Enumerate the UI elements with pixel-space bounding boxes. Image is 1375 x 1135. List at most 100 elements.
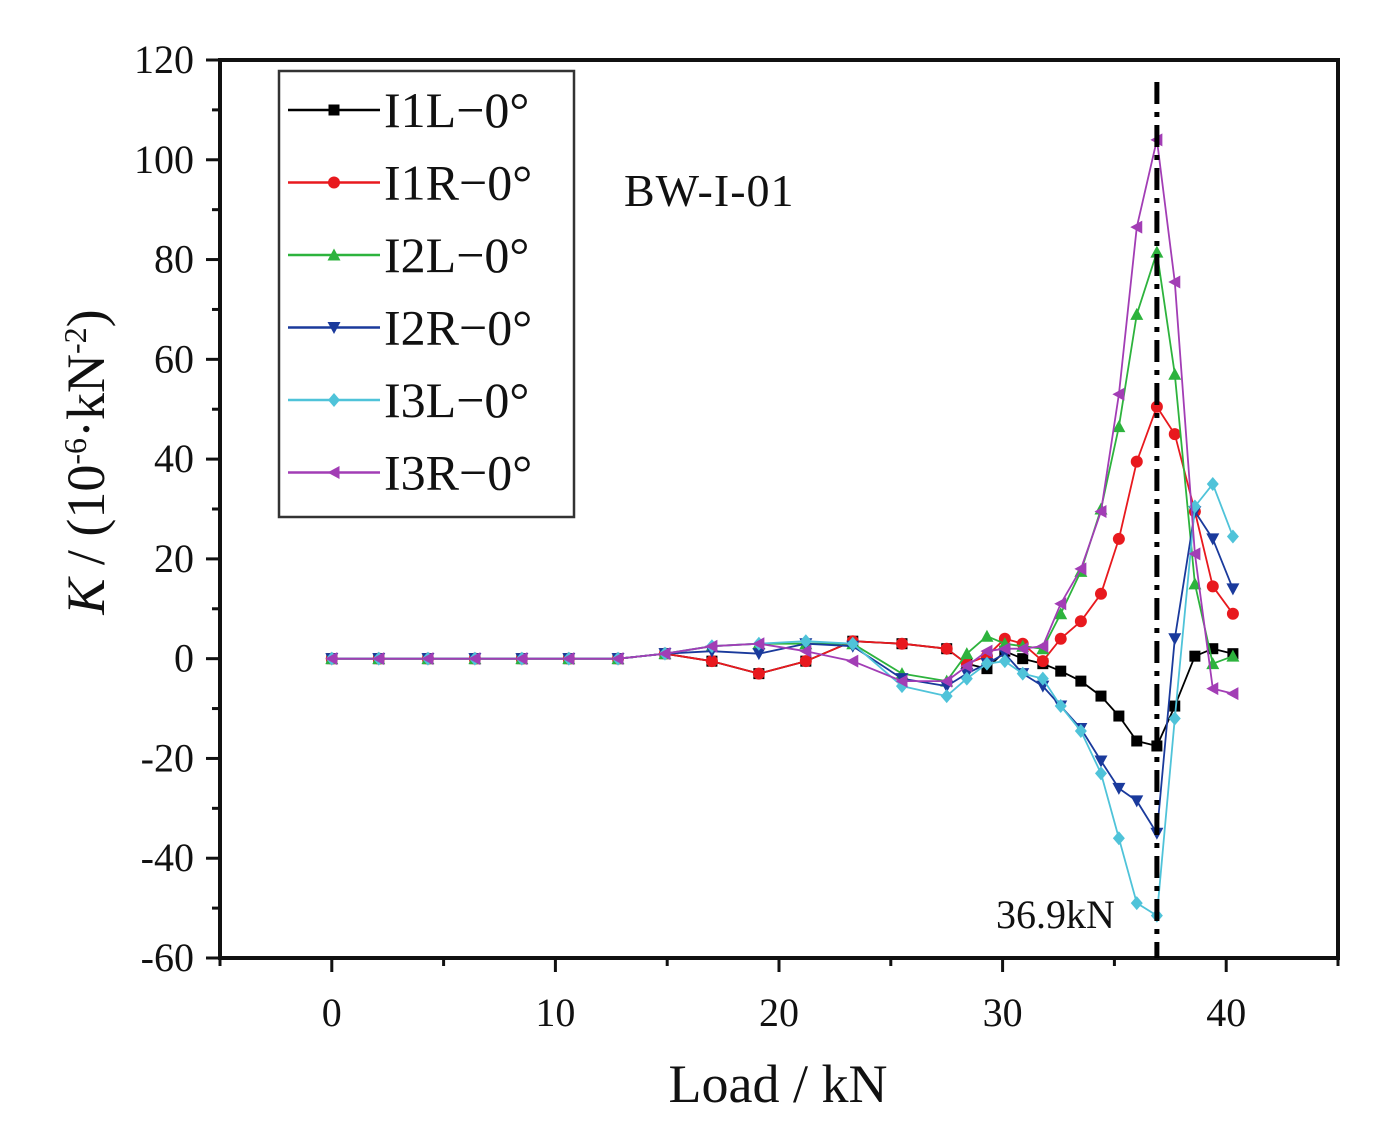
data-point [1094, 755, 1108, 768]
data-point [895, 637, 908, 650]
y-axis-exp2: -2 [57, 327, 93, 354]
x-tick-label: 20 [759, 990, 799, 1035]
legend-marker [327, 248, 341, 261]
data-point [1130, 795, 1144, 808]
data-point [1130, 896, 1143, 911]
data-point [752, 648, 766, 661]
data-point [752, 667, 765, 680]
data-point [799, 644, 812, 658]
data-point [1130, 307, 1144, 320]
data-point [980, 644, 993, 658]
data-point [1226, 649, 1240, 662]
load-marker-label: 36.9kN [996, 892, 1115, 937]
data-point [515, 652, 528, 666]
data-point [1074, 724, 1087, 739]
data-point [611, 652, 624, 666]
data-point [1131, 735, 1143, 747]
data-point [799, 655, 812, 668]
data-point [1112, 831, 1125, 846]
data-point [1016, 642, 1029, 656]
y-tick-label: 100 [134, 137, 194, 182]
data-point [1168, 367, 1182, 380]
data-point [325, 652, 338, 666]
x-axis-title: Load / kN [669, 1054, 888, 1114]
legend-item: I2R−0° [288, 300, 532, 356]
data-point [1017, 653, 1029, 665]
data-point [705, 655, 718, 668]
x-tick-label: 10 [535, 990, 575, 1035]
data-point [960, 671, 973, 686]
data-point [1226, 687, 1239, 701]
y-axis-exp1: -6 [57, 438, 93, 465]
data-point [960, 659, 973, 673]
data-point [1054, 699, 1067, 714]
legend-label: I1R−0° [384, 155, 532, 211]
x-tick-label: 0 [322, 990, 342, 1035]
data-point [421, 652, 434, 666]
data-point [1168, 633, 1182, 646]
y-axis-mid: ·kN [56, 354, 116, 438]
data-point [1054, 632, 1067, 645]
data-point [998, 654, 1011, 669]
data-point [940, 642, 953, 655]
data-point [1169, 700, 1181, 712]
data-point [1036, 639, 1049, 653]
data-point [1188, 547, 1201, 561]
data-point [1206, 477, 1219, 492]
data-point [980, 656, 993, 671]
legend-marker [328, 104, 340, 116]
y-tick-label: -40 [141, 835, 194, 880]
data-point [1226, 607, 1239, 620]
data-point [1206, 533, 1220, 546]
legend-item: I2L−0° [288, 227, 529, 283]
legend-item: I1R−0° [288, 155, 532, 211]
data-point [1189, 650, 1201, 662]
legend-marker [328, 176, 340, 189]
legend-label: I1L−0° [384, 82, 529, 138]
y-tick-label: -60 [141, 935, 194, 980]
data-point [998, 642, 1011, 656]
data-point [1168, 428, 1181, 441]
data-point [895, 674, 908, 688]
y-tick-label: 20 [154, 536, 194, 581]
y-axis-title: K / (10-6·kN-2) [56, 309, 116, 615]
data-point [846, 654, 859, 668]
data-point [705, 639, 718, 653]
data-point [1226, 529, 1239, 544]
data-point [1055, 665, 1067, 677]
data-point [1168, 711, 1181, 726]
y-axis-sep: / (10 [56, 465, 116, 579]
data-point [846, 636, 859, 651]
legend-label: I3L−0° [384, 372, 529, 428]
data-point [940, 674, 953, 688]
y-tick-label: 60 [154, 336, 194, 381]
data-point [1206, 580, 1219, 593]
legend-item: I3L−0° [288, 372, 529, 428]
series-6 [325, 133, 1239, 701]
data-point [1074, 615, 1087, 628]
data-point [1054, 607, 1068, 620]
y-axis-end: ) [56, 309, 116, 327]
data-point [1094, 766, 1107, 781]
data-point [1130, 455, 1143, 468]
data-point [562, 652, 575, 666]
y-tick-label: 120 [134, 37, 194, 82]
data-point [1094, 504, 1107, 518]
data-point [1113, 710, 1125, 722]
legend-box [277, 69, 576, 519]
x-tick-label: 30 [983, 990, 1023, 1035]
data-point [1226, 583, 1240, 596]
data-point [1112, 387, 1125, 401]
axis-ticks: 0 10 20 30 40 -60 -40 -20 0 20 40 60 80 100 120 [134, 37, 1340, 1035]
specimen-label: BW-I-01 [624, 165, 795, 216]
data-point [960, 647, 974, 660]
data-point [1036, 671, 1049, 686]
data-point [1112, 420, 1126, 433]
y-axis-var: K [56, 576, 116, 616]
y-tick-label: 0 [174, 636, 194, 681]
legend-label: I2R−0° [384, 300, 532, 356]
y-tick-label: 80 [154, 237, 194, 282]
data-point [752, 637, 765, 651]
data-point [1207, 643, 1219, 655]
